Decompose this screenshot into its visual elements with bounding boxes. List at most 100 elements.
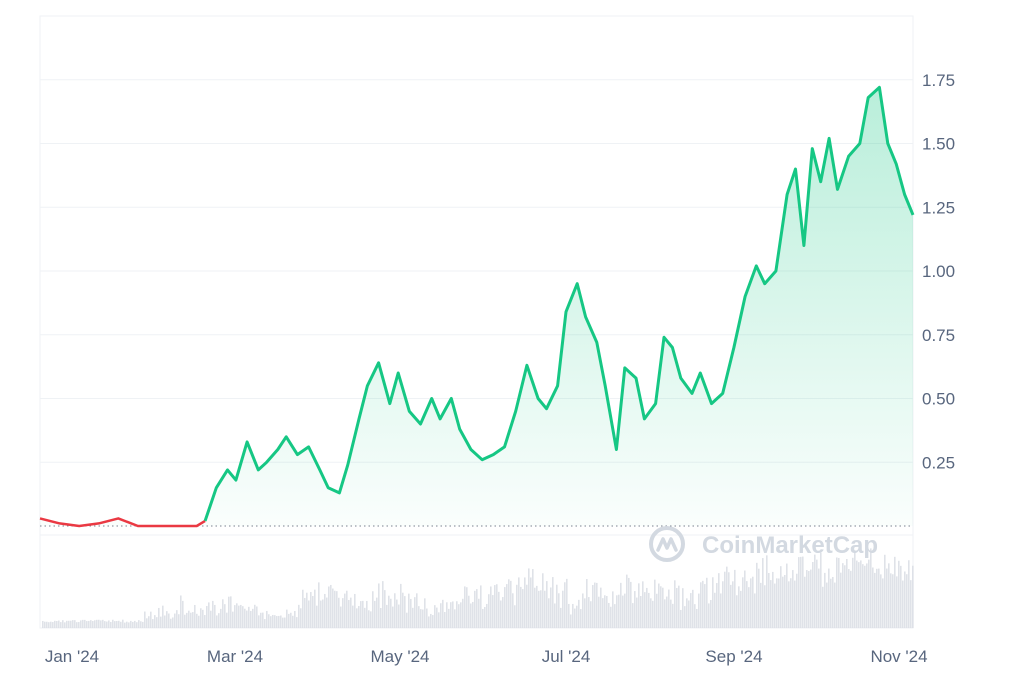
volume-bar [782, 576, 784, 628]
volume-bar [622, 595, 624, 628]
volume-bar [552, 577, 554, 628]
volume-bar [906, 574, 908, 628]
x-tick-label: Jul '24 [542, 647, 591, 666]
volume-bar [810, 569, 812, 628]
price-point [246, 441, 248, 443]
volume-bar [428, 616, 430, 628]
volume-bar [522, 589, 524, 628]
volume-bar [604, 595, 606, 628]
volume-bar [252, 608, 254, 628]
price-point [470, 448, 472, 450]
volume-bar [194, 604, 196, 628]
volume-bar [588, 597, 590, 628]
volume-bar [508, 579, 510, 628]
volume-bar [254, 604, 256, 628]
volume-bar [294, 611, 296, 628]
volume-bar [438, 612, 440, 628]
volume-bar [494, 585, 496, 628]
volume-bar [360, 601, 362, 628]
volume-bar [310, 592, 312, 628]
volume-bar [284, 617, 286, 628]
volume-bar [80, 620, 82, 628]
price-point [78, 525, 80, 527]
volume-bar [466, 587, 468, 628]
volume-bar [190, 612, 192, 628]
volume-bar [166, 611, 168, 628]
volume-bar [182, 600, 184, 628]
volume-bar [152, 619, 154, 628]
volume-bar [732, 581, 734, 628]
volume-bar [724, 571, 726, 628]
volume-bar [904, 571, 906, 628]
volume-bar [624, 593, 626, 628]
volume-bar [908, 560, 910, 628]
volume-bar [858, 562, 860, 628]
price-point [226, 469, 228, 471]
volume-bar [52, 622, 54, 628]
volume-bar [500, 600, 502, 628]
price-point [366, 385, 368, 387]
volume-bar [518, 577, 520, 628]
volume-bar [708, 603, 710, 628]
volume-bar [590, 601, 592, 628]
volume-bar [514, 605, 516, 628]
volume-bar [892, 574, 894, 628]
price-point [895, 163, 897, 165]
volume-bar [798, 557, 800, 628]
volume-bar [118, 620, 120, 628]
volume-bar [300, 608, 302, 628]
volume-bar [790, 578, 792, 628]
volume-bar [722, 581, 724, 628]
volume-bar [676, 588, 678, 628]
volume-bar [234, 605, 236, 628]
volume-bar [664, 599, 666, 628]
price-point [836, 188, 838, 190]
volume-bar [296, 617, 298, 628]
volume-bar [564, 582, 566, 628]
volume-bar [872, 567, 874, 628]
volume-bar [594, 582, 596, 628]
volume-bar [126, 621, 128, 628]
price-point [576, 283, 578, 285]
volume-bar [208, 602, 210, 628]
volume-bar [600, 587, 602, 628]
volume-bar [46, 621, 48, 628]
price-point [265, 461, 267, 463]
volume-bar [700, 582, 702, 628]
volume-bar [840, 572, 842, 628]
y-tick-label: 0.50 [922, 390, 955, 409]
price-point [327, 487, 329, 489]
volume-bar [424, 598, 426, 628]
volume-bar [414, 597, 416, 628]
volume-bar [334, 590, 336, 628]
volume-bar [266, 610, 268, 628]
volume-bar [460, 602, 462, 628]
volume-bar [772, 571, 774, 628]
volume-bar [236, 603, 238, 628]
volume-bar [312, 596, 314, 628]
price-point [635, 377, 637, 379]
volume-bar [848, 569, 850, 628]
volume-bar [158, 607, 160, 628]
volume-bar [728, 572, 730, 628]
volume-bar [874, 572, 876, 628]
volume-bar [834, 582, 836, 628]
volume-bar [320, 600, 322, 628]
volume-bar [122, 619, 124, 628]
volume-bar [854, 550, 856, 628]
volume-bar [108, 620, 110, 628]
volume-bar [542, 573, 544, 628]
y-tick-label: 1.25 [922, 198, 955, 217]
volume-bar [328, 586, 330, 628]
volume-bar [90, 620, 92, 628]
volume-bar [570, 614, 572, 628]
price-point [98, 522, 100, 524]
x-axis-ticks: Jan '24 Mar '24 May '24 Jul '24 Sep '24 Nov '… [45, 647, 928, 666]
volume-bar [884, 554, 886, 628]
volume-bar [124, 622, 126, 628]
volume-bar [378, 583, 380, 628]
volume-bar [642, 581, 644, 628]
volume-bar [422, 609, 424, 628]
volume-bar [434, 605, 436, 628]
price-point [775, 270, 777, 272]
